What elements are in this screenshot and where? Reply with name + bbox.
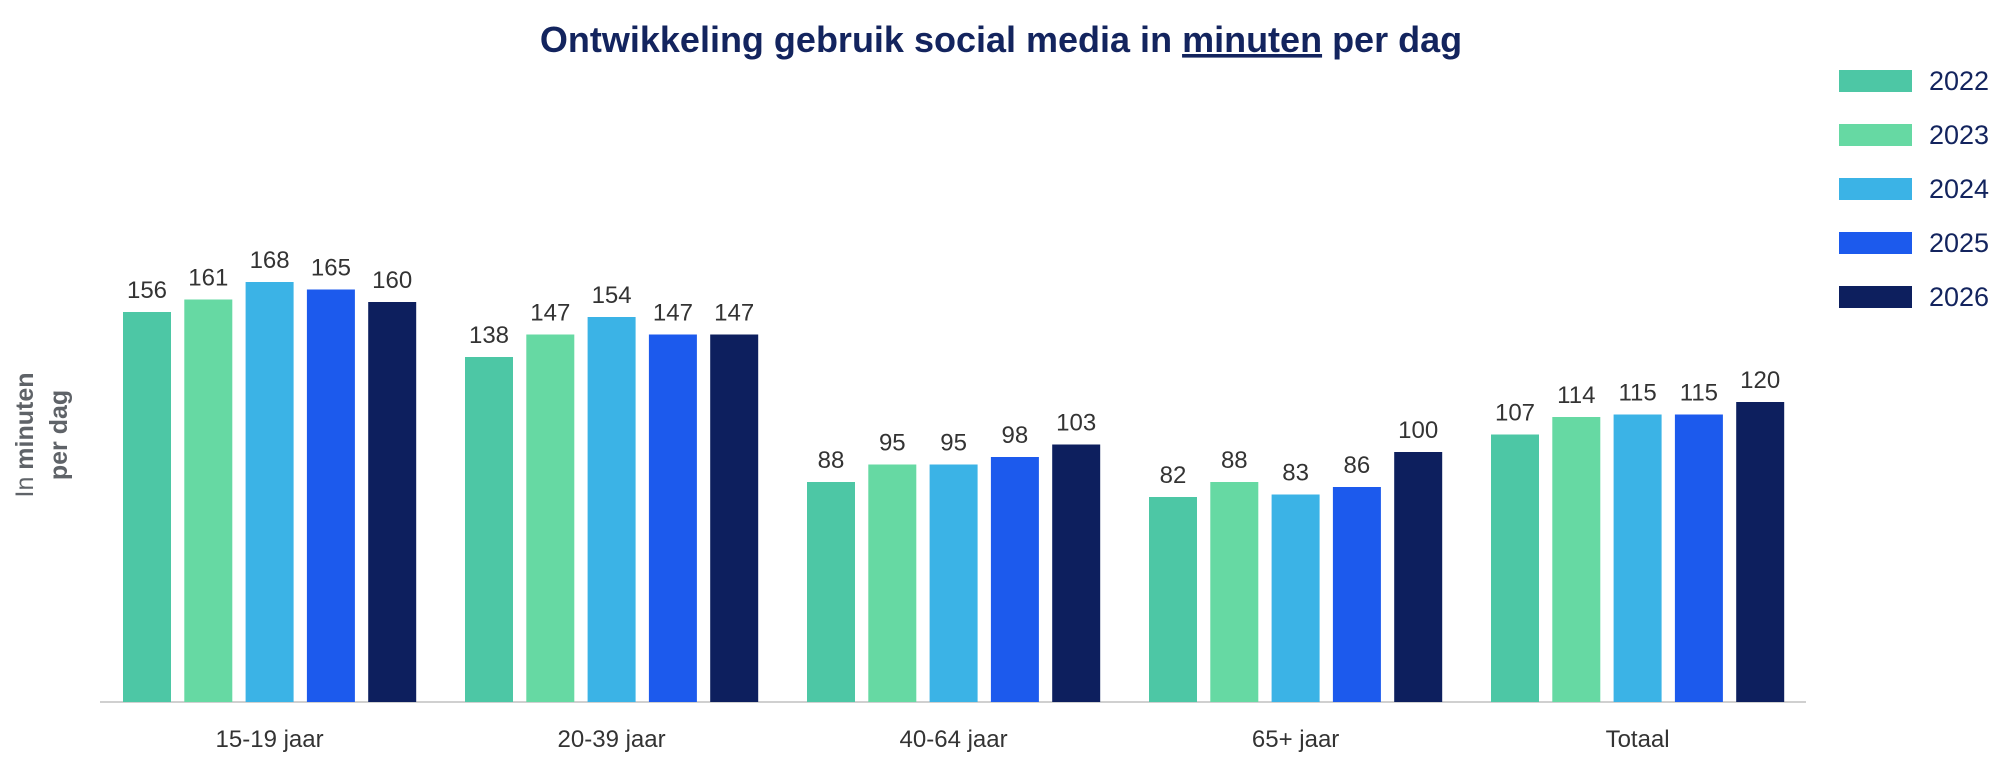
category-label: 65+ jaar [1252,726,1339,753]
legend-swatch-2023 [1839,124,1912,146]
value-label: 161 [188,265,228,292]
y-axis-label-prefix: In [11,470,39,498]
value-label: 154 [592,282,632,309]
bar-20-39-jaar-2025 [648,334,697,702]
value-label: 147 [714,300,754,327]
value-label: 83 [1282,460,1309,487]
bar-15-19-jaar-2024 [245,282,294,702]
y-axis-label-line1: In minuten [11,372,39,497]
legend-swatch-2026 [1839,286,1912,308]
category-label: Totaal [1606,726,1670,753]
bar-totaal-2026 [1736,402,1785,702]
y-axis-label-line2: per dag [45,390,73,480]
value-label: 82 [1160,462,1187,489]
bars-group [123,282,1785,702]
value-label: 160 [372,267,412,294]
value-label: 114 [1557,382,1595,409]
value-label: 98 [1002,422,1029,449]
legend-label-2024: 2024 [1929,174,1989,204]
bar-15-19-jaar-2023 [184,299,233,702]
bar-totaal-2025 [1674,414,1723,702]
y-axis-label-bold: minuten [11,372,39,469]
chart-title: Ontwikkeling gebruik social media in min… [540,19,1462,60]
bar-40-64-jaar-2024 [929,464,978,702]
bar-15-19-jaar-2026 [368,302,417,702]
bar-65-jaar-2023 [1210,482,1259,702]
bar-15-19-jaar-2022 [123,312,171,702]
bar-15-19-jaar-2025 [306,289,355,702]
legend-label-2025: 2025 [1929,228,1989,258]
category-label: 40-64 jaar [900,726,1008,753]
value-label: 103 [1056,410,1096,437]
legend-label-2026: 2026 [1929,282,1989,312]
bar-65-jaar-2024 [1271,494,1320,702]
value-label: 88 [1221,447,1248,474]
bar-20-39-jaar-2023 [526,334,575,702]
value-label: 95 [879,430,906,457]
bar-totaal-2024 [1613,414,1662,702]
bar-20-39-jaar-2022 [465,357,513,702]
chart-title-part-1: Ontwikkeling gebruik social media in [540,19,1182,60]
legend-swatch-2024 [1839,178,1912,200]
value-label: 115 [1680,380,1718,407]
value-label: 138 [469,322,509,349]
bar-20-39-jaar-2026 [710,334,759,702]
value-label: 156 [127,277,167,304]
value-label: 147 [653,300,693,327]
value-label: 107 [1495,400,1535,427]
bar-20-39-jaar-2024 [587,317,636,702]
value-label: 147 [530,300,570,327]
bar-40-64-jaar-2025 [990,457,1039,702]
category-label: 20-39 jaar [558,726,666,753]
legend: 2022 2023 2024 2025 2026 [1839,66,1989,312]
bar-65-jaar-2026 [1394,452,1443,702]
value-label: 165 [311,255,351,282]
bar-40-64-jaar-2023 [868,464,917,702]
bar-65-jaar-2025 [1332,487,1381,702]
legend-label-2022: 2022 [1929,66,1989,96]
legend-swatch-2022 [1839,70,1912,92]
category-labels-group: 15-19 jaar 20-39 jaar 40-64 jaar 65+ jaar To… [216,726,1670,753]
bar-40-64-jaar-2022 [807,482,855,702]
bar-totaal-2023 [1552,417,1601,702]
value-label: 168 [250,247,290,274]
value-label: 100 [1398,417,1438,444]
value-label: 86 [1344,452,1371,479]
value-label: 115 [1618,380,1656,407]
legend-swatch-2025 [1839,232,1912,254]
value-label: 95 [940,430,967,457]
value-label: 120 [1740,367,1780,394]
chart-title-part-3: per dag [1322,19,1462,60]
bar-40-64-jaar-2026 [1052,444,1101,702]
bar-65-jaar-2022 [1149,497,1197,702]
value-labels-group: 156 161 168 165 160 138 147 154 147 147 88 95 95 98 10… [127,247,1780,489]
category-label: 15-19 jaar [216,726,324,753]
value-label: 88 [818,447,845,474]
bar-totaal-2022 [1491,434,1539,702]
legend-label-2023: 2023 [1929,120,1989,150]
chart-title-underlined: minuten [1182,19,1322,60]
